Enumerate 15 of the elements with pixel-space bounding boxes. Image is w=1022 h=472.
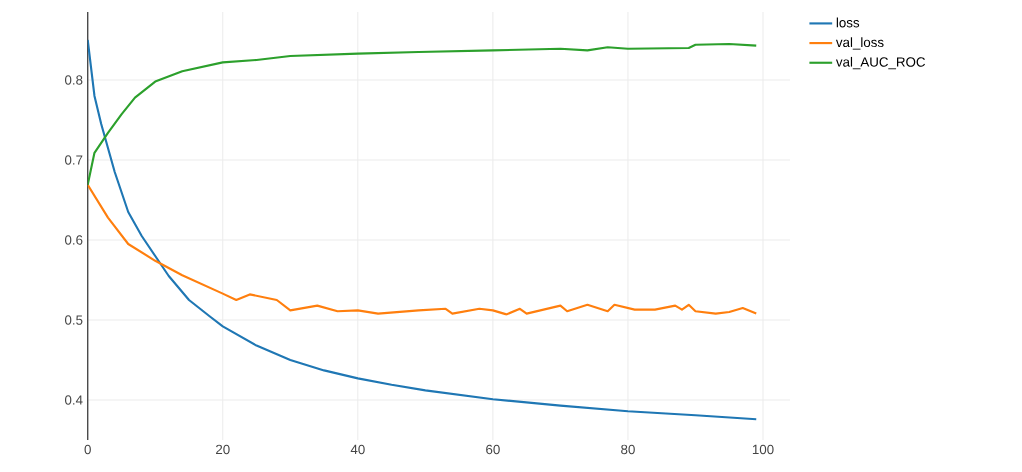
legend-label: val_loss [835, 37, 884, 50]
legend-label: val_AUC_ROC [835, 56, 926, 70]
y-tick-label: 0.5 [64, 315, 83, 325]
y-tick-label: 0.4 [64, 395, 83, 405]
legend-label: loss [836, 17, 860, 28]
line-series [87, 42, 758, 186]
x-tick-label: 100 [752, 444, 774, 455]
x-tick-label: 20 [216, 444, 230, 455]
x-tick-label: 40 [350, 444, 365, 455]
y-tick-label: 0.6 [64, 235, 83, 245]
x-tick-label: 80 [621, 444, 635, 455]
x-tick-label: 60 [486, 444, 500, 455]
x-tick-label: 0 [84, 444, 91, 455]
y-tick-label: 0.7 [64, 155, 83, 165]
y-tick-label: 0.8 [64, 75, 83, 85]
